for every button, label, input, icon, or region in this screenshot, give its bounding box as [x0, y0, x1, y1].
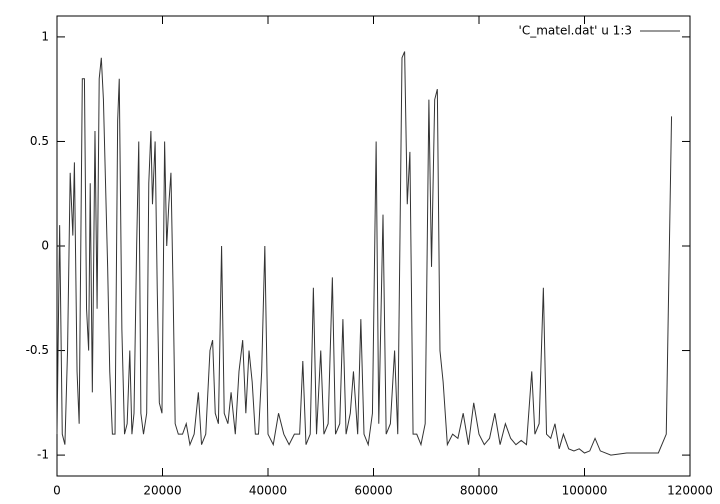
plot-frame	[56, 15, 691, 477]
x-tick-label: 80000	[460, 484, 498, 498]
x-tick-label: 100000	[562, 484, 608, 498]
x-tick-label: 40000	[249, 484, 287, 498]
y-tick-label: -0.5	[26, 343, 49, 357]
y-tick-label: 0	[41, 239, 49, 253]
y-tick-label: -1	[37, 448, 49, 462]
x-tick-label: 20000	[143, 484, 181, 498]
data-line	[56, 51, 673, 456]
x-tick-label: 60000	[354, 484, 392, 498]
legend-label: 'C_matel.dat' u 1:3	[519, 24, 632, 38]
x-tick-label: 120000	[667, 484, 713, 498]
y-tick-label: 0.5	[30, 134, 49, 148]
x-tick-label: 0	[53, 484, 61, 498]
y-tick-label: 1	[41, 29, 49, 43]
